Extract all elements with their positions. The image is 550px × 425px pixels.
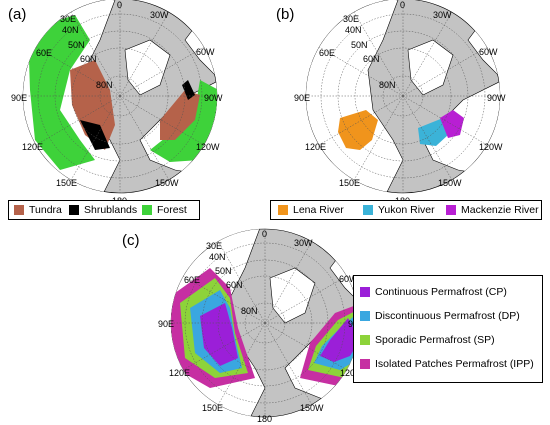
lat-50-label: 50N	[68, 40, 85, 50]
svg-text:90E: 90E	[294, 93, 310, 103]
panel-letter-c: (c)	[122, 232, 140, 249]
legend-item-tundra: Tundra	[14, 204, 62, 216]
legend-item-sp: Sporadic Permafrost (SP)	[360, 334, 495, 346]
cp-namerica	[320, 318, 359, 362]
greenland-land	[124, 39, 171, 96]
lena-basin	[338, 110, 378, 150]
svg-text:60N: 60N	[363, 54, 380, 64]
svg-text:50N: 50N	[351, 40, 368, 50]
svg-text:180: 180	[257, 414, 272, 424]
panel-letter-a: (a)	[8, 6, 27, 23]
svg-text:90W: 90W	[487, 93, 506, 103]
svg-text:150E: 150E	[202, 403, 223, 413]
svg-text:60E: 60E	[184, 275, 200, 285]
svg-text:0: 0	[400, 0, 405, 10]
svg-text:90E: 90E	[158, 319, 174, 329]
lon-150w: 150W	[155, 178, 179, 188]
svg-text:150W: 150W	[300, 403, 324, 413]
legend-item-forest: Forest	[142, 204, 187, 216]
legend-a	[8, 200, 200, 220]
svg-text:50N: 50N	[215, 266, 232, 276]
panel-a: (a)	[0, 0, 280, 225]
svg-text:40N: 40N	[209, 252, 226, 262]
forest-eurasia	[28, 15, 95, 170]
lon-60e: 60E	[36, 48, 52, 58]
svg-text:120W: 120W	[340, 368, 364, 378]
lon-90e: 90E	[11, 93, 27, 103]
panel-b: (b) 0 30W 30E 60E 6	[268, 0, 550, 225]
lon-150e: 150E	[56, 178, 77, 188]
lat-40-label: 40N	[62, 25, 79, 35]
swatch-tundra	[14, 205, 24, 215]
legend-item-dp: Discontinuous Permafrost (DP)	[360, 310, 520, 322]
tundra-namerica	[160, 90, 200, 140]
legend-item-lena: Lena River	[278, 204, 344, 216]
lat-80-label: 80N	[96, 80, 113, 90]
svg-text:30W: 30W	[294, 238, 313, 248]
lat-50	[54, 30, 186, 162]
svg-text:60E: 60E	[319, 48, 335, 58]
lat-80	[99, 75, 141, 117]
greenland-land	[407, 39, 454, 96]
lon-30e: 30E	[60, 14, 76, 24]
lon-30w: 30W	[150, 10, 169, 20]
svg-text:120W: 120W	[479, 142, 503, 152]
legend-item-shrublands: Shrublands	[69, 204, 137, 216]
legend-item-ipp: Isolated Patches Permafrost (IPP)	[360, 358, 534, 370]
lon-120e: 120E	[22, 142, 43, 152]
shrub-eurasia	[80, 120, 110, 150]
map-b: 0 30W 30E 60E 60W 90E 90W 120E 120W 150E…	[294, 0, 506, 206]
svg-text:30W: 30W	[433, 10, 452, 20]
tundra-eurasia	[70, 60, 115, 150]
swatch-forest	[142, 205, 152, 215]
svg-text:0: 0	[262, 229, 267, 239]
panel-c: (c)	[120, 228, 550, 425]
yukon-basin	[418, 118, 448, 146]
cp-eurasia	[200, 303, 238, 366]
svg-text:80N: 80N	[241, 306, 258, 316]
svg-text:150W: 150W	[438, 178, 462, 188]
shrub-namerica	[182, 80, 195, 100]
legend-item-yukon: Yukon River	[363, 204, 435, 216]
lon-0: 0	[117, 0, 122, 10]
lat-60-label: 60N	[80, 54, 97, 64]
lon-90w: 90W	[204, 93, 223, 103]
swatch-shrublands	[69, 205, 79, 215]
svg-text:40N: 40N	[345, 25, 362, 35]
svg-text:60W: 60W	[339, 274, 358, 284]
svg-text:80N: 80N	[379, 80, 396, 90]
svg-text:30E: 30E	[206, 241, 222, 251]
svg-text:60W: 60W	[479, 47, 498, 57]
lon-60w: 60W	[196, 47, 215, 57]
svg-text:120E: 120E	[305, 142, 326, 152]
lon-120w: 120W	[196, 142, 220, 152]
legend-item-mackenzie: Mackenzie River	[446, 204, 539, 216]
svg-text:120E: 120E	[169, 368, 190, 378]
svg-text:60N: 60N	[226, 280, 243, 290]
map-c: 0 30W 30E 60E 60W 90E 90W 120E 120W 150E…	[158, 228, 367, 424]
svg-text:150E: 150E	[339, 178, 360, 188]
meridians	[23, 0, 217, 193]
panel-letter-b: (b)	[276, 6, 295, 23]
map-a: 0 30W 30E 60E 60W 90E 90W 120E 120W 150E…	[11, 0, 223, 206]
legend-b	[270, 200, 542, 220]
legend-item-cp: Continuous Permafrost (CP)	[360, 286, 507, 298]
legend-c	[353, 275, 543, 383]
svg-text:30E: 30E	[343, 14, 359, 24]
